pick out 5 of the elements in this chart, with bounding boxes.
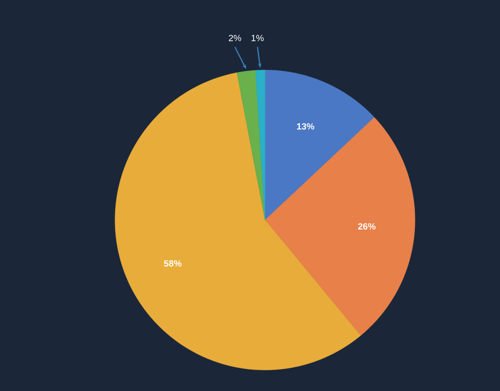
- data-label: 13%: [297, 123, 314, 130]
- data-label: 58%: [164, 260, 182, 267]
- data-label: 26%: [358, 223, 376, 230]
- data-label: 2%: [228, 34, 242, 42]
- data-label: 1%: [252, 34, 264, 42]
